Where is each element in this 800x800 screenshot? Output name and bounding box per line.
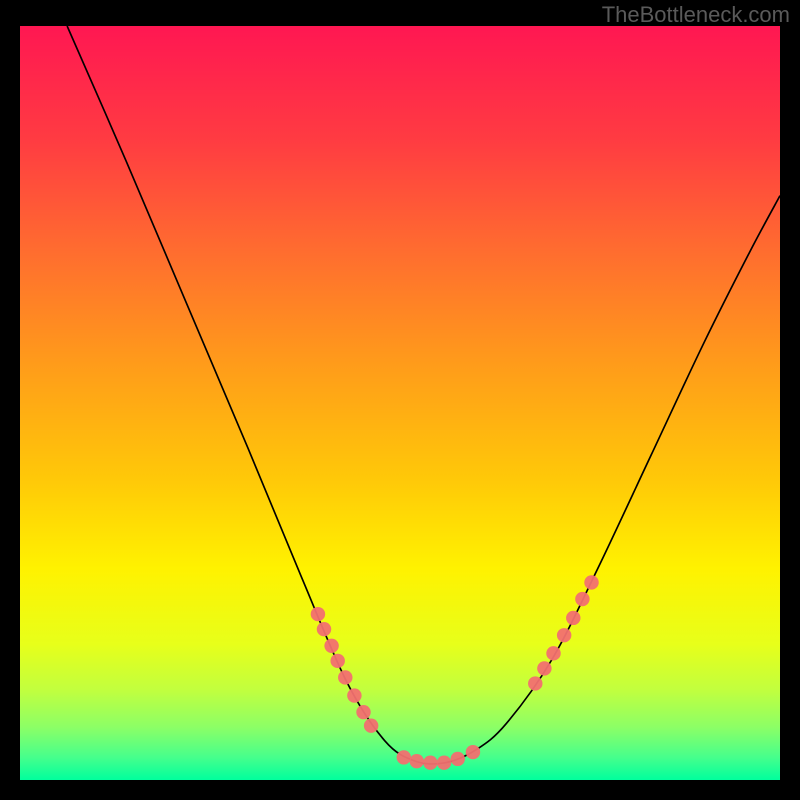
data-point bbox=[364, 719, 378, 733]
data-point bbox=[423, 755, 437, 769]
data-point bbox=[410, 754, 424, 768]
data-point bbox=[546, 646, 560, 660]
data-point bbox=[317, 622, 331, 636]
data-point bbox=[347, 688, 361, 702]
data-point bbox=[311, 607, 325, 621]
data-point bbox=[557, 628, 571, 642]
data-point bbox=[451, 752, 465, 766]
plot-container bbox=[20, 26, 780, 780]
data-point bbox=[566, 611, 580, 625]
data-point bbox=[324, 639, 338, 653]
watermark-text: TheBottleneck.com bbox=[602, 2, 790, 28]
data-point bbox=[466, 745, 480, 759]
data-point bbox=[330, 654, 344, 668]
data-point bbox=[584, 575, 598, 589]
data-point bbox=[356, 705, 370, 719]
data-point bbox=[575, 592, 589, 606]
gradient-background bbox=[20, 26, 780, 780]
data-point bbox=[537, 661, 551, 675]
data-point bbox=[397, 750, 411, 764]
data-point bbox=[437, 755, 451, 769]
data-point bbox=[528, 676, 542, 690]
data-point bbox=[338, 670, 352, 684]
chart-svg bbox=[20, 26, 780, 780]
